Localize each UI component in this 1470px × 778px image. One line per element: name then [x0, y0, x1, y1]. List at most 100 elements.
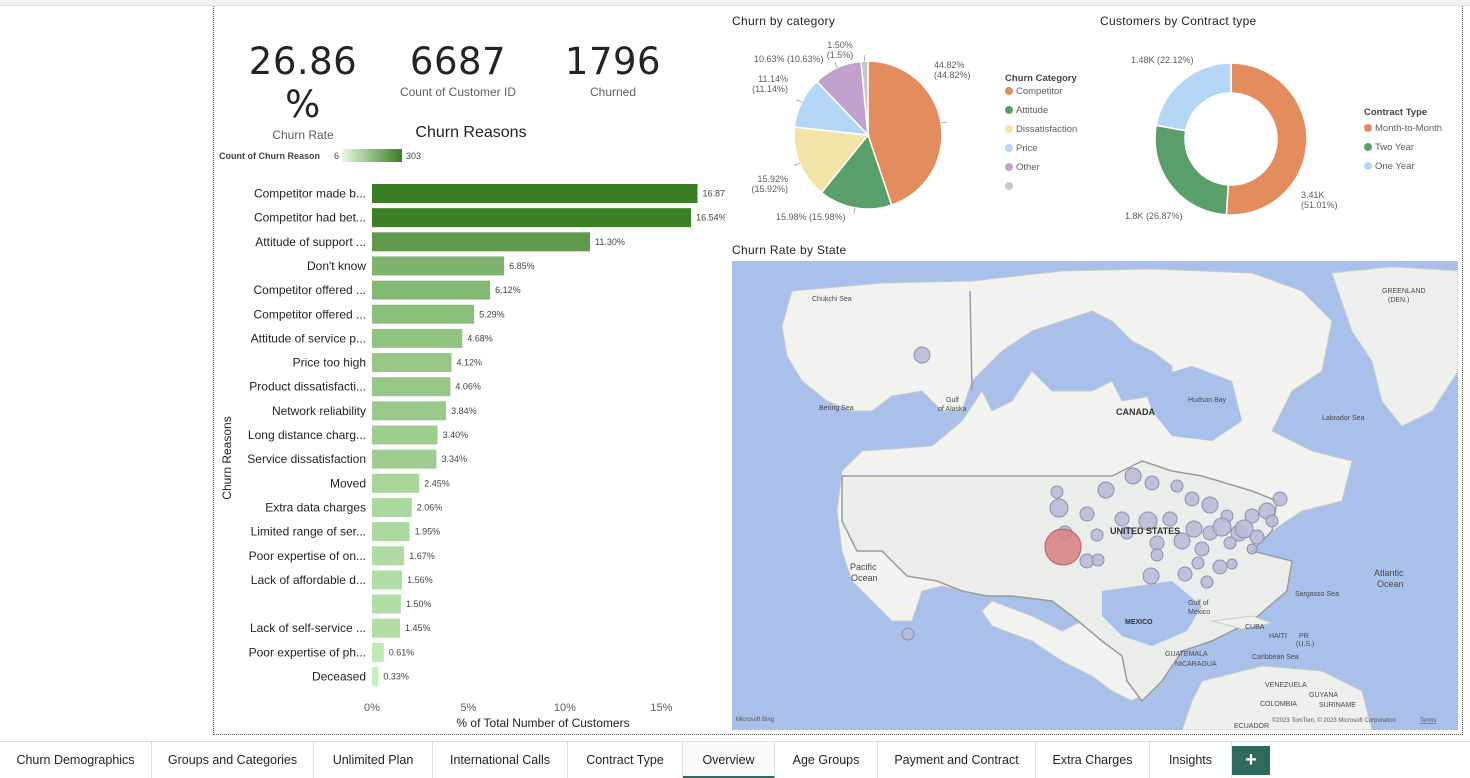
bar-category-label: Don't know — [307, 259, 366, 273]
bubble — [1114, 511, 1130, 527]
legend-item[interactable]: Competitor — [1016, 86, 1062, 97]
legend-marker — [1005, 144, 1013, 152]
bubble — [1212, 559, 1228, 575]
legend-item[interactable]: Other — [1016, 162, 1040, 173]
tab-overview[interactable]: Overview — [683, 742, 775, 778]
bar[interactable] — [372, 473, 420, 493]
churn-reasons-visual[interactable]: Churn Reasons Count of Churn Reason 6 30… — [215, 122, 725, 737]
donut-slice[interactable] — [1225, 62, 1308, 216]
tab-contract-type[interactable]: Contract Type — [568, 742, 683, 778]
bubble — [1090, 528, 1104, 542]
bar-category-label: Service dissatisfaction — [247, 452, 366, 466]
legend-item[interactable]: Two Year — [1375, 142, 1414, 153]
map-label: Pacific — [850, 562, 877, 572]
bar[interactable] — [372, 522, 410, 542]
bubble — [1091, 553, 1105, 567]
legend-item[interactable]: Dissatisfaction — [1016, 124, 1077, 135]
churn-rate-map[interactable]: Chukchi Sea Bering Sea Gulf of Alaska Hu… — [732, 261, 1458, 730]
bubble — [1124, 467, 1142, 485]
leader-line — [940, 121, 948, 124]
legend-item[interactable]: Month-to-Month — [1375, 123, 1442, 134]
tab-age-groups[interactable]: Age Groups — [775, 742, 878, 778]
leader-line — [793, 162, 800, 166]
bar[interactable] — [372, 667, 379, 686]
legend-item[interactable]: Attitude — [1016, 105, 1048, 116]
tab-international-calls[interactable]: International Calls — [433, 742, 568, 778]
x-tick-label: 15% — [650, 702, 672, 714]
kpi-churned[interactable]: 1796 Churned — [548, 40, 678, 99]
map-label: Hudson Bay — [1188, 397, 1227, 404]
cuba-land — [1211, 615, 1274, 630]
legend-item[interactable]: Price — [1016, 143, 1038, 154]
map-label: GUYANA — [1309, 692, 1338, 699]
bubble — [1223, 536, 1237, 550]
bar-data-label: 3.84% — [451, 406, 477, 416]
bar[interactable] — [372, 642, 384, 662]
slice-data-label: (44.82%) — [934, 70, 971, 80]
tab-unlimited-plan[interactable]: Unlimited Plan — [314, 742, 433, 778]
map-label: CUBA — [1245, 624, 1265, 631]
bar[interactable] — [372, 232, 591, 252]
bar[interactable] — [372, 594, 401, 614]
contract-type-donut[interactable]: 3.41K(51.01%) 1.8K (26.87%) 1.48K (22.12%)… — [1095, 30, 1465, 250]
bar[interactable] — [372, 425, 438, 445]
top-header-strip — [0, 0, 1470, 6]
bar[interactable] — [372, 280, 491, 300]
legend-marker — [1005, 106, 1013, 114]
bar[interactable] — [372, 377, 451, 397]
tab-payment-and-contract[interactable]: Payment and Contract — [878, 742, 1036, 778]
bar[interactable] — [372, 449, 437, 469]
pie-slice[interactable] — [820, 133, 893, 210]
map-label: Gulf — [946, 397, 959, 404]
bar-data-label: 3.40% — [443, 430, 469, 440]
legend-marker — [1005, 125, 1013, 133]
bar-data-label: 6.85% — [509, 261, 535, 271]
bubble — [1144, 475, 1160, 491]
add-page-button[interactable]: + — [1232, 746, 1270, 775]
bar-data-label: 4.06% — [455, 382, 481, 392]
pie-slice[interactable] — [793, 126, 870, 194]
tab-extra-charges[interactable]: Extra Charges — [1036, 742, 1150, 778]
bar-category-label: Poor expertise of on... — [249, 549, 366, 563]
slice-data-label: 1.8K (26.87%) — [1125, 211, 1183, 221]
map-label: PR — [1299, 633, 1309, 640]
bubble — [1079, 506, 1095, 522]
tab-groups-and-categories[interactable]: Groups and Categories — [152, 742, 314, 778]
bar[interactable] — [372, 208, 692, 228]
bar[interactable] — [372, 353, 452, 373]
bar-category-label: Network reliability — [272, 404, 366, 418]
leader-line — [796, 99, 802, 103]
bubble — [1234, 519, 1254, 539]
bubble — [1265, 514, 1279, 528]
churn-by-category-pie[interactable]: 44.82%(44.82%) 15.98% (15.98%) 15.92%(15.9… — [730, 30, 1090, 250]
gulf-of-mexico-water — [1102, 581, 1202, 646]
bar[interactable] — [372, 184, 698, 203]
kpi-churn-rate[interactable]: 26.86 % Churn Rate — [228, 40, 378, 142]
map-terms-link[interactable]: Terms — [1420, 718, 1436, 724]
legend-title: Contract Type — [1364, 107, 1427, 118]
bar-category-label: Long distance charg... — [248, 428, 366, 442]
bar-data-label: 16.87% — [702, 189, 725, 199]
bar[interactable] — [372, 304, 475, 324]
tab-churn-demographics[interactable]: Churn Demographics — [0, 742, 152, 778]
bar[interactable] — [372, 256, 505, 276]
bar[interactable] — [372, 546, 405, 566]
bar-category-label: Attitude of support ... — [255, 235, 366, 249]
bubble — [1184, 491, 1200, 507]
bar[interactable] — [372, 328, 463, 348]
bubble — [1162, 511, 1178, 527]
bar[interactable] — [372, 570, 403, 590]
tab-insights[interactable]: Insights — [1150, 742, 1232, 778]
bubble-california — [1044, 528, 1082, 566]
kpi-label: Count of Customer ID — [399, 85, 517, 99]
bar-category-label: Extra data charges — [265, 500, 366, 514]
kpi-value: 26.86 % — [248, 40, 358, 126]
slice-data-label: (11.14%) — [752, 84, 788, 94]
donut-slice[interactable] — [1154, 124, 1229, 216]
legend-item[interactable]: One Year — [1375, 161, 1415, 172]
bar[interactable] — [372, 497, 412, 517]
bar[interactable] — [372, 401, 447, 421]
kpi-customer-count[interactable]: 6687 Count of Customer ID — [388, 40, 528, 99]
bar[interactable] — [372, 618, 400, 638]
donut-slice[interactable] — [1155, 62, 1232, 132]
